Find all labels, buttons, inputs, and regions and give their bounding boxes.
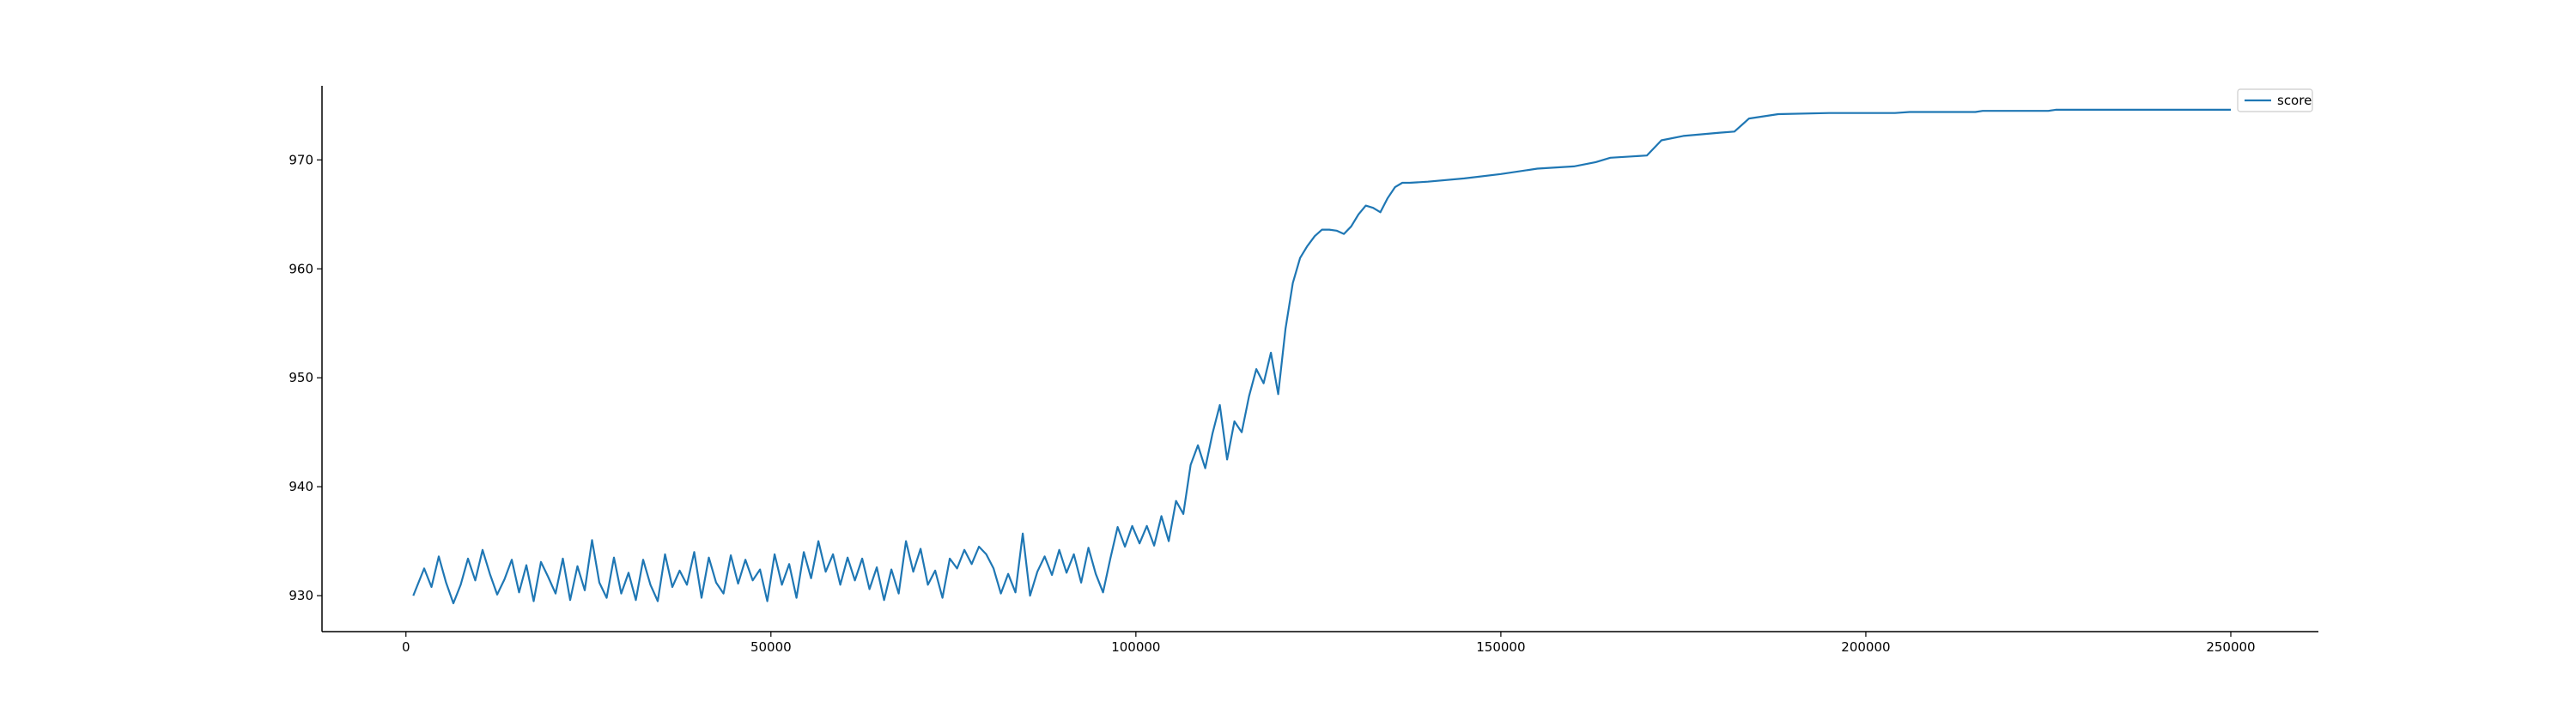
x-tick-label: 200000 xyxy=(1841,639,1890,655)
y-tick-label: 960 xyxy=(289,261,313,276)
series-line-score xyxy=(412,108,2231,605)
y-tick-label: 970 xyxy=(289,152,313,167)
legend-frame xyxy=(2237,88,2313,112)
x-tick-label: 50000 xyxy=(750,639,792,655)
x-tick-label: 150000 xyxy=(1476,639,1525,655)
y-tick-label: 950 xyxy=(289,370,313,385)
y-tick-label: 930 xyxy=(289,588,313,603)
x-tick-label: 0 xyxy=(402,639,410,655)
legend: score xyxy=(2237,88,2313,112)
x-tick-label: 250000 xyxy=(2206,639,2255,655)
legend-label-score: score xyxy=(2277,93,2312,108)
y-tick-label: 940 xyxy=(289,479,313,494)
x-tick-label: 100000 xyxy=(1111,639,1160,655)
